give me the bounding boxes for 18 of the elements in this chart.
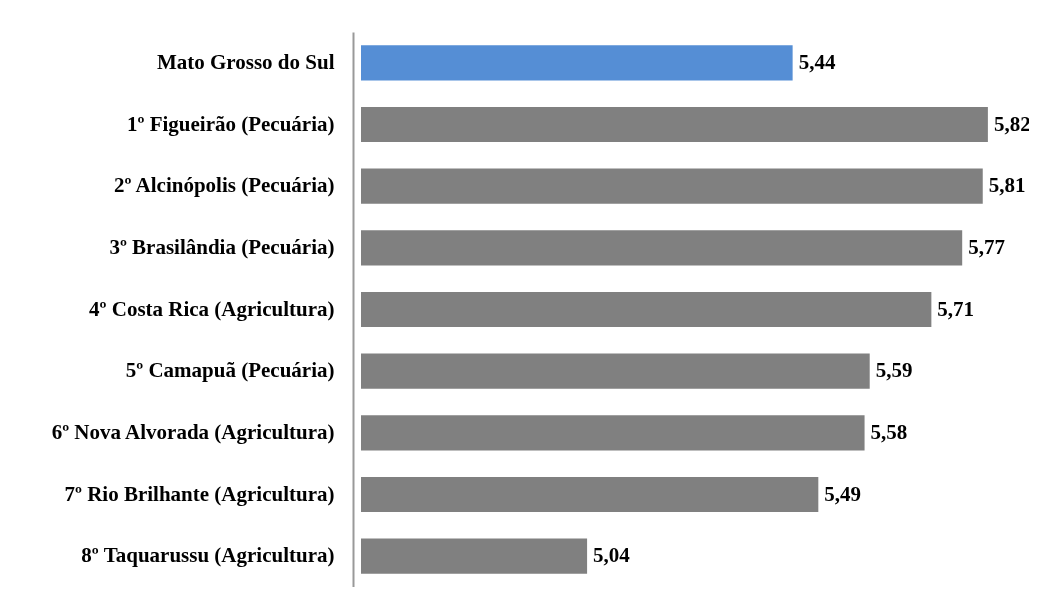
data-label: 5,71 bbox=[937, 296, 975, 321]
data-label: 5,58 bbox=[870, 419, 908, 444]
y-tick-label: 5º Camapuã (Pecuária) bbox=[125, 358, 335, 383]
data-label: 5,04 bbox=[593, 543, 631, 568]
y-tick-label: 1º Figueirão (Pecuária) bbox=[126, 111, 335, 136]
y-tick-label: 4º Costa Rica (Agricultura) bbox=[89, 296, 335, 321]
data-label: 5,49 bbox=[824, 481, 862, 506]
data-label: 5,59 bbox=[875, 358, 913, 383]
y-tick-label: 6º Nova Alvorada (Agricultura) bbox=[51, 419, 335, 444]
y-tick-label: Mato Grosso do Sul bbox=[156, 49, 335, 74]
y-tick-label: 3º Brasilândia (Pecuária) bbox=[109, 234, 335, 259]
data-label: 5,44 bbox=[798, 49, 836, 74]
data-label: 5,82 bbox=[993, 111, 1031, 136]
data-label: 5,81 bbox=[988, 173, 1026, 198]
y-tick-label: 8º Taquarussu (Agricultura) bbox=[81, 543, 335, 568]
y-tick-label: 2º Alcinópolis (Pecuária) bbox=[114, 173, 335, 198]
data-label: 5,77 bbox=[968, 234, 1005, 259]
y-tick-label: 7º Rio Brilhante (Agricultura) bbox=[64, 481, 335, 506]
